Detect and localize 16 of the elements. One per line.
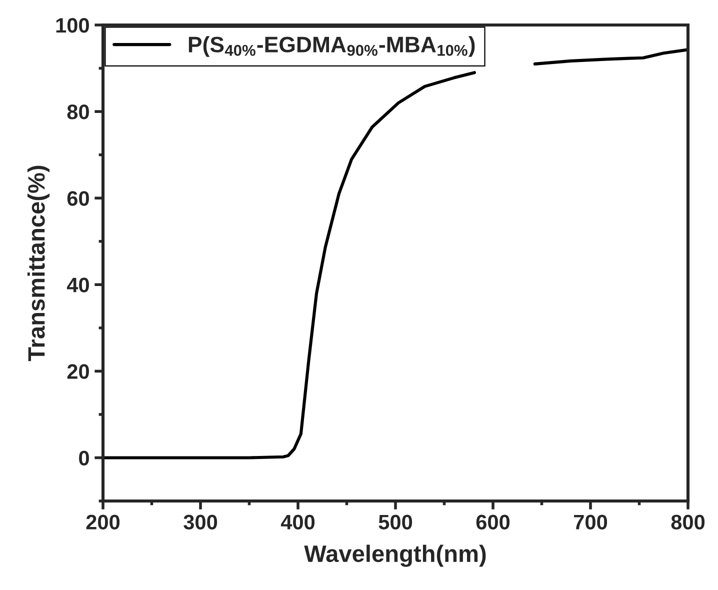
x-axis-title: Wavelength(nm) bbox=[304, 544, 486, 567]
y-tick-label: 100 bbox=[56, 18, 89, 33]
x-tick-label: 800 bbox=[671, 514, 705, 530]
x-tick-label: 600 bbox=[476, 514, 510, 530]
x-tick-label: 300 bbox=[184, 514, 218, 530]
y-tick-label: 20 bbox=[67, 364, 89, 379]
y-tick-label: 40 bbox=[66, 278, 89, 292]
x-tick-label: 400 bbox=[280, 514, 315, 530]
x-tick-label: 700 bbox=[574, 514, 608, 530]
y-tick-label: 60 bbox=[67, 191, 89, 206]
y-axis-title: Transmittance(%) bbox=[27, 166, 50, 362]
y-tick-label: 0 bbox=[79, 450, 89, 466]
x-tick-label: 500 bbox=[378, 514, 412, 530]
legend-label: P(S$_{40%}$-EGDMA$_{90%}$-MBA$_{10%}$) bbox=[188, 36, 475, 57]
x-tick-label: 200 bbox=[86, 514, 120, 530]
y-tick-label: 80 bbox=[67, 104, 89, 120]
